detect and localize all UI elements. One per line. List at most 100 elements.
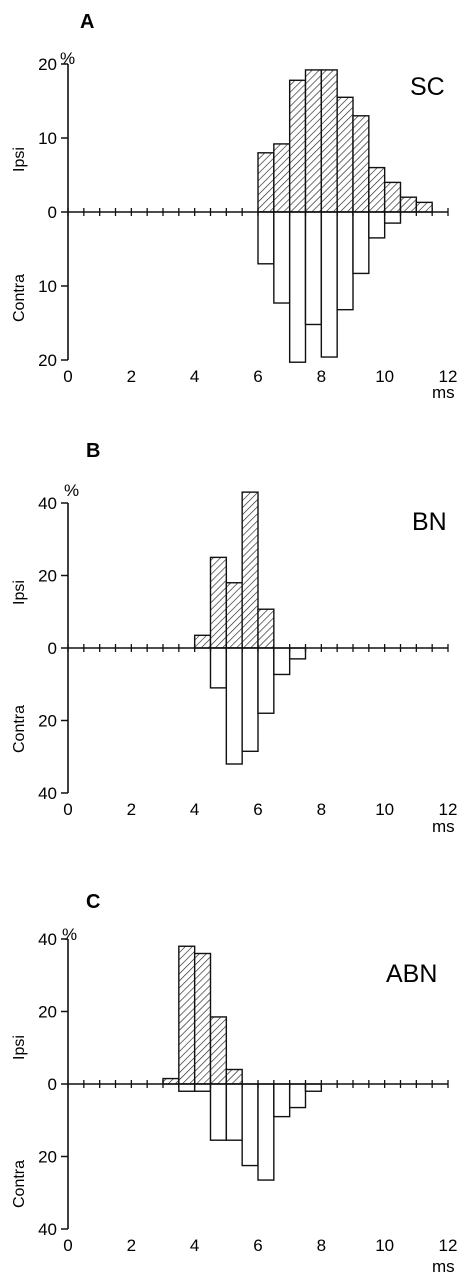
ipsi-bar xyxy=(257,608,275,649)
x-tick-label: 8 xyxy=(317,800,326,819)
contra-bar xyxy=(209,647,228,689)
ipsi-bar xyxy=(383,181,402,213)
ipsi-bar xyxy=(241,491,259,649)
contra-bar xyxy=(209,1083,228,1141)
y-tick-label: 0 xyxy=(48,639,57,658)
y-tick-label: 0 xyxy=(48,203,57,222)
contra-bar xyxy=(383,211,402,224)
y-tick-label: 0 xyxy=(48,1075,57,1094)
ipsi-bar xyxy=(178,945,196,1085)
ipsi-bar xyxy=(209,556,228,649)
x-unit-c: ms xyxy=(432,1257,455,1276)
contra-bar xyxy=(257,211,275,265)
y-tick-label: 40 xyxy=(38,930,57,949)
y-tick-label: 20 xyxy=(38,712,57,731)
ipsi-bar xyxy=(336,96,354,213)
lower-label-b: Contra xyxy=(11,705,28,753)
plot-a: 20 10 0 10 20 0 2 4 6 8 10 12 xyxy=(38,55,457,386)
y-tick-label: 20 xyxy=(38,1148,57,1167)
contra-bar xyxy=(193,1083,212,1092)
ipsi-bar xyxy=(257,152,275,213)
y-tick-label: 20 xyxy=(38,1003,57,1022)
ipsi-bar xyxy=(352,115,370,213)
y-tick-label: 10 xyxy=(38,129,57,148)
panel-letter-a: A xyxy=(80,11,94,33)
y-tick-label: 20 xyxy=(38,567,57,586)
y-unit-b: % xyxy=(64,481,79,500)
region-title-a: SC xyxy=(410,73,445,101)
x-tick-label: 6 xyxy=(253,1236,262,1255)
contra-bar xyxy=(241,1083,259,1167)
contra-bar xyxy=(368,211,386,239)
contra-bar xyxy=(352,211,370,275)
x-tick-label: 12 xyxy=(439,800,458,819)
x-tick-label: 2 xyxy=(127,1236,136,1255)
y-tick-label: 20 xyxy=(38,55,57,74)
ipsi-bar xyxy=(399,196,418,213)
ipsi-bar xyxy=(225,582,243,649)
plot-c: 40 20 0 20 40 0 2 4 6 8 10 12 xyxy=(38,930,457,1255)
ipsi-bar xyxy=(304,69,323,213)
region-title-c: ABN xyxy=(386,960,437,988)
ipsi-bar xyxy=(209,1016,228,1085)
contra-bar xyxy=(273,1083,291,1118)
contra-bar xyxy=(273,211,291,304)
x-tick-label: 6 xyxy=(253,800,262,819)
panel-letter-b: B xyxy=(86,440,100,462)
x-tick-label: 4 xyxy=(190,800,199,819)
plot-b: 40 20 0 20 40 0 2 4 6 8 10 12 xyxy=(38,491,458,819)
x-tick-label: 0 xyxy=(63,1236,72,1255)
y-unit-c: % xyxy=(62,925,77,944)
contra-bar xyxy=(273,647,291,676)
x-tick-label: 4 xyxy=(190,1236,199,1255)
ipsi-bar xyxy=(193,952,212,1085)
contra-bar xyxy=(225,1083,243,1141)
contra-bar xyxy=(241,647,259,753)
y-tick-label: 20 xyxy=(38,351,57,370)
x-tick-label: 2 xyxy=(127,367,136,386)
ipsi-bar xyxy=(320,69,338,213)
ipsi-bar xyxy=(273,143,291,213)
ipsi-bar xyxy=(162,1077,180,1085)
lower-label-a: Contra xyxy=(11,274,28,322)
ipsi-bar xyxy=(415,201,433,213)
x-tick-label: 12 xyxy=(439,367,458,386)
y-tick-label: 10 xyxy=(38,277,57,296)
contra-bar xyxy=(320,211,338,358)
ipsi-bar xyxy=(193,634,212,649)
ipsi-bar xyxy=(368,166,386,213)
contra-bar xyxy=(257,647,275,714)
contra-bar xyxy=(288,211,307,363)
y-tick-label: 40 xyxy=(38,494,57,513)
contra-bar xyxy=(257,1083,275,1181)
lower-label-c: Contra xyxy=(11,1160,28,1208)
x-tick-label: 10 xyxy=(375,367,394,386)
ipsi-bar xyxy=(288,79,307,213)
x-tick-label: 0 xyxy=(63,800,72,819)
ipsi-bar xyxy=(225,1068,243,1085)
x-tick-label: 10 xyxy=(375,1236,394,1255)
x-tick-label: 6 xyxy=(253,367,262,386)
x-tick-label: 8 xyxy=(317,367,326,386)
panel-c: C % ABN Ipsi Contra ms 40 20 0 20 40 0 2 4 6 8 10 1… xyxy=(11,891,457,1276)
x-tick-label: 2 xyxy=(127,800,136,819)
contra-bar xyxy=(288,1083,307,1109)
y-tick-label: 40 xyxy=(38,1220,57,1239)
x-tick-label: 4 xyxy=(190,367,199,386)
contra-bar xyxy=(225,647,243,765)
contra-bar xyxy=(304,1083,323,1092)
contra-bar xyxy=(336,211,354,311)
region-title-b: BN xyxy=(412,508,447,536)
upper-label-c: Ipsi xyxy=(11,1035,28,1060)
contra-bar xyxy=(304,211,323,326)
panel-b: B % BN Ipsi Contra ms 40 20 0 20 40 0 2 4 6 8 10 12 xyxy=(11,440,457,836)
x-unit-a: ms xyxy=(432,383,455,402)
upper-label-a: Ipsi xyxy=(11,147,28,172)
x-tick-label: 8 xyxy=(317,1236,326,1255)
panel-letter-c: C xyxy=(86,891,100,913)
upper-label-b: Ipsi xyxy=(11,580,28,605)
x-tick-label: 12 xyxy=(439,1236,458,1255)
x-unit-b: ms xyxy=(432,817,455,836)
